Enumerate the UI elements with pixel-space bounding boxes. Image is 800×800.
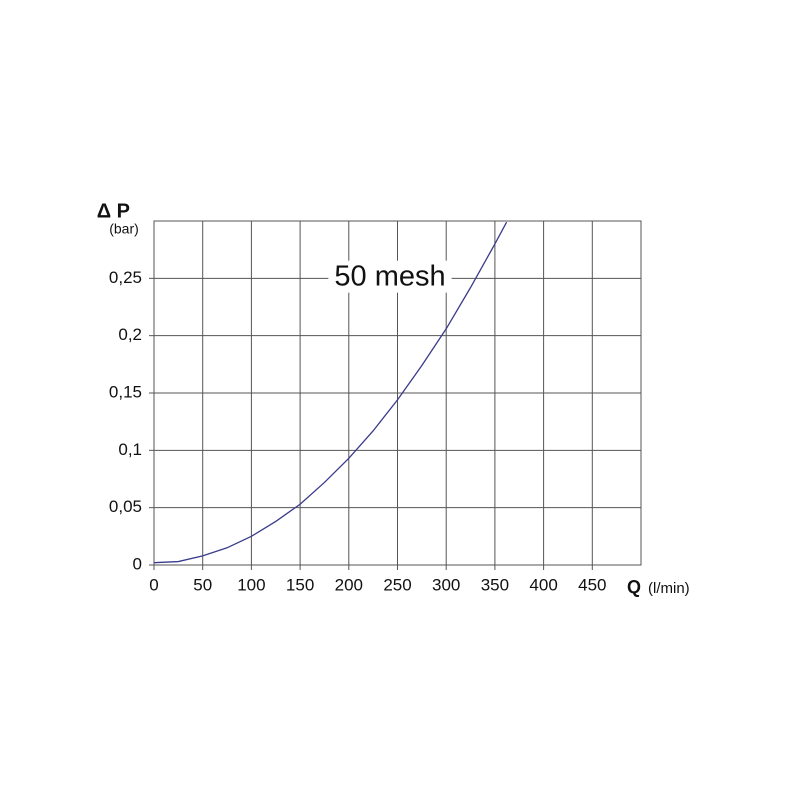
x-tick-label: 0 bbox=[149, 575, 158, 594]
y-tick-label: 0,15 bbox=[109, 382, 142, 401]
x-tick-label: 400 bbox=[529, 575, 557, 594]
annotation: 50 mesh bbox=[334, 261, 445, 293]
x-tick-label: 350 bbox=[481, 575, 509, 594]
x-tick-label: 300 bbox=[432, 575, 460, 594]
x-tick-label: 200 bbox=[335, 575, 363, 594]
y-axis-unit: (bar) bbox=[109, 221, 139, 237]
x-axis-unit: (l/min) bbox=[648, 580, 690, 597]
y-tick-label: 0,1 bbox=[118, 440, 142, 459]
x-tick-label: 150 bbox=[286, 575, 314, 594]
y-tick-label: 0,2 bbox=[118, 325, 142, 344]
annotation-background bbox=[328, 260, 452, 293]
y-axis-label: Δ P bbox=[97, 200, 130, 222]
x-tick-label: 450 bbox=[578, 575, 606, 594]
x-axis-label: Q bbox=[627, 577, 641, 597]
y-tick-label: 0,25 bbox=[109, 268, 142, 287]
x-tick-label: 50 bbox=[193, 575, 212, 594]
x-tick-label: 250 bbox=[383, 575, 411, 594]
y-tick-label: 0,05 bbox=[109, 497, 142, 516]
x-tick-label: 100 bbox=[237, 575, 265, 594]
y-tick-label: 0 bbox=[133, 554, 142, 573]
data-line bbox=[153, 221, 508, 564]
